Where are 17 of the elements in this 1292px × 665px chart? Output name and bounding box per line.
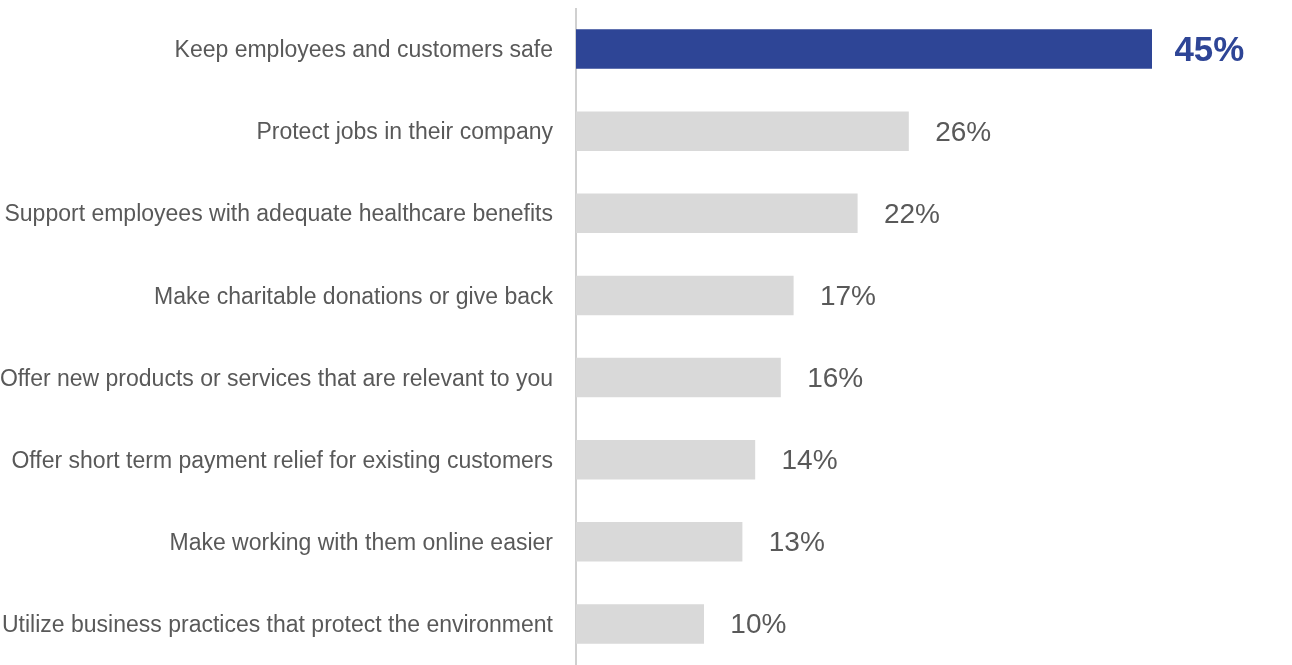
bar (576, 29, 1152, 69)
y-tick-label: Offer new products or services that are relevant to you (0, 364, 553, 391)
data-label: 14% (758, 444, 838, 476)
data-label: 16% (783, 362, 864, 394)
y-tick-label: Make charitable donations or give back (154, 282, 554, 309)
y-tick-label: Offer short term payment relief for existing customers (11, 446, 553, 473)
data-label: 45% (1174, 29, 1245, 69)
y-tick-label: Support employees with adequate healthcare benefits (4, 200, 553, 227)
y-tick-label: Utilize business practices that protect the environment (2, 610, 554, 637)
data-label: 13% (745, 526, 825, 558)
y-tick-label: Make working with them online easier (169, 528, 554, 555)
data-label: 22% (860, 197, 940, 229)
data-label: 26% (911, 115, 992, 147)
data-label: 10% (707, 608, 787, 640)
y-tick-label: Keep employees and customers safe (174, 36, 553, 63)
y-tick-label: Protect jobs in their company (256, 118, 554, 145)
data-label: 17% (796, 279, 876, 311)
